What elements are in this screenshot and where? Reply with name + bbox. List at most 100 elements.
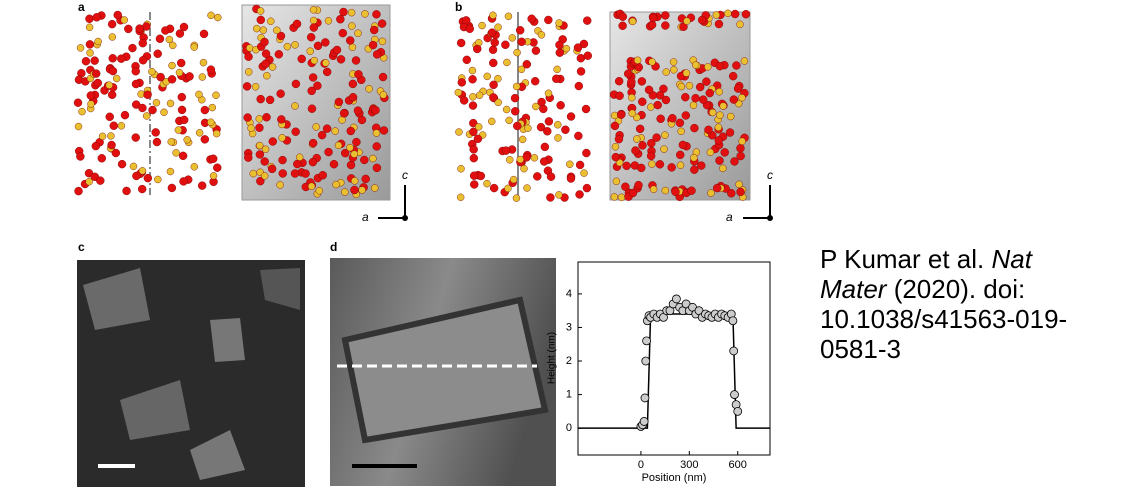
atom: [341, 188, 349, 196]
atom: [177, 58, 186, 68]
atom: [511, 107, 520, 116]
data-point: [641, 356, 651, 366]
atom: [681, 111, 691, 120]
atom: [676, 150, 685, 160]
atom: [714, 123, 723, 132]
atom: [533, 172, 542, 181]
atom: [488, 45, 498, 54]
atom: [670, 66, 678, 74]
atom: [132, 171, 141, 181]
atom: [346, 126, 355, 136]
atom: [137, 184, 147, 194]
atom: [350, 185, 359, 195]
atom: [662, 68, 670, 76]
atom: [185, 72, 194, 81]
atom: [261, 59, 270, 69]
atom: [318, 171, 327, 180]
atom: [111, 148, 121, 158]
atom: [332, 45, 342, 55]
atom: [697, 161, 706, 170]
atom: [503, 58, 511, 67]
atom: [165, 35, 174, 44]
atom: [736, 187, 745, 197]
atom: [179, 22, 189, 32]
atom: [332, 180, 340, 189]
atom: [468, 101, 478, 110]
atom: [309, 23, 319, 32]
atom: [175, 29, 185, 38]
atom: [627, 77, 636, 87]
atom: [536, 122, 546, 132]
atom: [690, 154, 698, 162]
atom: [108, 33, 117, 41]
panel-label: d: [330, 240, 337, 254]
atom: [682, 69, 691, 77]
flake: [120, 380, 190, 440]
atom: [470, 180, 479, 189]
atom: [716, 111, 724, 119]
atom: [265, 95, 275, 105]
atom: [96, 176, 105, 185]
atom: [518, 135, 527, 144]
atom: [354, 29, 362, 37]
atom: [615, 158, 624, 167]
atom: [346, 36, 355, 45]
atom: [308, 73, 318, 82]
atom: [520, 164, 528, 173]
atom: [117, 54, 126, 63]
atom: [261, 172, 269, 180]
atom: [209, 154, 218, 163]
atom: [707, 189, 715, 197]
atom: [634, 180, 643, 190]
atom: [623, 69, 633, 78]
atom: [704, 63, 712, 71]
atom: [156, 72, 165, 82]
atom: [633, 135, 641, 143]
atom: [308, 157, 318, 167]
atom: [199, 29, 209, 39]
atom: [661, 186, 670, 195]
atom: [339, 109, 349, 118]
atom: [357, 115, 367, 125]
atom: [628, 17, 637, 26]
atom: [668, 113, 677, 123]
atom: [255, 150, 265, 159]
atom: [306, 47, 314, 55]
atom: [539, 157, 549, 166]
atom: [575, 160, 585, 170]
atom: [255, 123, 264, 132]
atom: [509, 175, 518, 184]
atom: [358, 186, 366, 194]
data-point: [728, 316, 738, 326]
atom: [502, 105, 511, 114]
atom: [334, 141, 343, 150]
atom: [611, 152, 620, 162]
atom: [255, 115, 263, 123]
axis-name: a: [726, 210, 733, 224]
data-point: [639, 417, 649, 426]
atom: [256, 7, 265, 15]
atom: [167, 138, 175, 146]
atom: [138, 38, 147, 48]
atom: [243, 113, 252, 122]
structure-images: [73, 4, 751, 487]
atom: [283, 42, 292, 51]
atom: [648, 160, 656, 168]
atom: [490, 38, 499, 47]
atom: [573, 43, 583, 52]
atom: [566, 160, 574, 168]
atom: [656, 114, 665, 123]
atom: [107, 132, 115, 140]
atom: [148, 105, 157, 115]
atom: [637, 163, 646, 173]
atom: [372, 163, 382, 173]
atom: [719, 102, 727, 110]
height-profile: Position (nm) Height (nm) 0 300 600 0 1 2 3 4: [547, 261, 771, 484]
atom: [175, 68, 184, 77]
origin: [402, 215, 408, 221]
atom: [574, 81, 584, 91]
atom: [487, 28, 497, 37]
